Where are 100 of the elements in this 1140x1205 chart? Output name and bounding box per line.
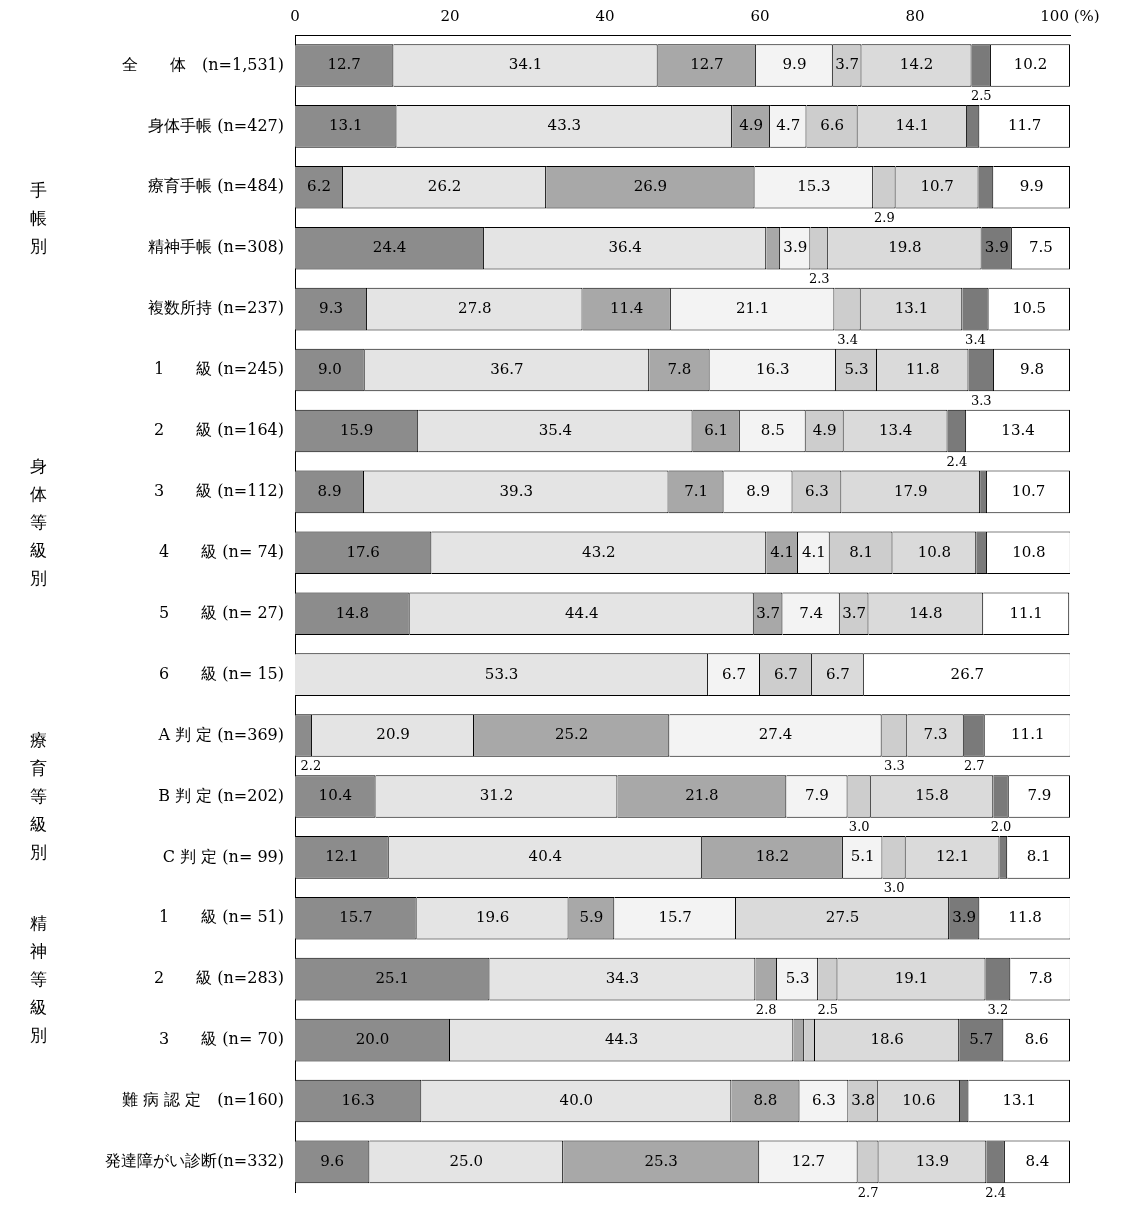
data-label: 6.7 bbox=[825, 664, 850, 683]
data-label: 3.9 bbox=[984, 238, 1009, 257]
text: 精神等級別 bbox=[29, 912, 51, 1048]
data-label: 20.9 bbox=[376, 725, 410, 744]
data-label: 3.7 bbox=[835, 55, 860, 74]
data-label: 2.2 bbox=[300, 758, 322, 774]
data-label: 34.1 bbox=[508, 55, 543, 74]
data-label: 44.4 bbox=[565, 603, 599, 622]
data-label: 6.3 bbox=[805, 481, 829, 500]
data-label: 11.8 bbox=[1008, 908, 1042, 927]
y-tick-label: 難 病 認 定 (n=160) bbox=[122, 1090, 284, 1110]
data-label: 2.4 bbox=[985, 1184, 1006, 1200]
y-tick-label: 精神手帳 (n=308) bbox=[148, 237, 284, 257]
data-label: 13.1 bbox=[329, 116, 363, 135]
data-label: 12.1 bbox=[325, 847, 359, 866]
data-label: 4.9 bbox=[739, 116, 764, 135]
data-label: 5.3 bbox=[785, 969, 810, 988]
data-label: 12.7 bbox=[791, 1151, 826, 1170]
data-label: 9.3 bbox=[319, 299, 343, 318]
data-label: 13.1 bbox=[1002, 1090, 1036, 1109]
data-label: 14.8 bbox=[909, 603, 943, 622]
y-tick-label: 療育手帳 (n=484) bbox=[148, 176, 284, 196]
y-tick-label: 複数所持 (n=237) bbox=[148, 298, 284, 318]
text: 療育等級別 bbox=[29, 729, 51, 865]
data-label: 8.8 bbox=[753, 1090, 778, 1109]
data-label: 44.3 bbox=[604, 1030, 639, 1048]
data-label: 3.0 bbox=[883, 880, 905, 896]
data-label: 8.4 bbox=[1025, 1151, 1050, 1170]
data-label: 35.4 bbox=[538, 420, 573, 439]
x-tick-label: 60 bbox=[750, 6, 770, 25]
data-label: 7.5 bbox=[1029, 238, 1053, 257]
data-label: 3.2 bbox=[987, 1001, 1009, 1017]
data-label: 8.6 bbox=[1024, 1030, 1049, 1048]
data-label: 13.4 bbox=[878, 420, 913, 439]
y-tick-label: 2 級 (n=164) bbox=[154, 420, 284, 440]
x-tick-label: 100 (%) bbox=[1040, 6, 1100, 25]
y-tick-label: 発達障がい診断(n=332) bbox=[105, 1151, 284, 1171]
y-tick-label: 2 級 (n=283) bbox=[154, 968, 284, 988]
data-label: 7.8 bbox=[667, 359, 692, 378]
data-label: 3.3 bbox=[884, 758, 905, 774]
data-label: 40.0 bbox=[559, 1090, 594, 1109]
data-label: 11.8 bbox=[906, 359, 940, 378]
data-label: 8.9 bbox=[317, 481, 342, 500]
data-label: 7.4 bbox=[799, 603, 824, 622]
data-label: 10.6 bbox=[902, 1090, 936, 1109]
data-label: 18.2 bbox=[755, 847, 790, 866]
data-label: 25.2 bbox=[554, 725, 589, 744]
y-tick-label: 1 級 (n=245) bbox=[154, 359, 284, 379]
y-tick-label: C 判 定 (n= 99) bbox=[162, 846, 284, 866]
data-label: 11.7 bbox=[1007, 116, 1042, 135]
data-label: 6.2 bbox=[307, 177, 331, 196]
data-label: 53.3 bbox=[484, 664, 519, 683]
data-label: 39.3 bbox=[499, 481, 533, 500]
y-tick-label: 1 級 (n= 51) bbox=[159, 907, 284, 927]
data-label: 13.1 bbox=[894, 299, 929, 318]
data-label: 6.7 bbox=[722, 664, 746, 683]
data-label: 8.5 bbox=[760, 420, 785, 439]
data-label: 3.0 bbox=[848, 819, 870, 835]
data-label: 8.1 bbox=[1026, 847, 1051, 866]
data-label: 2.5 bbox=[970, 88, 992, 104]
data-label: 26.7 bbox=[950, 664, 985, 683]
x-tick-label: 80 bbox=[905, 6, 925, 25]
data-label: 5.3 bbox=[844, 359, 869, 378]
data-label: 4.9 bbox=[812, 420, 837, 439]
data-label: 13.9 bbox=[915, 1151, 950, 1170]
data-label: 7.9 bbox=[805, 786, 829, 805]
data-label: 16.3 bbox=[756, 359, 790, 378]
data-label: 12.7 bbox=[327, 55, 361, 74]
data-label: 12.7 bbox=[690, 55, 724, 74]
data-label: 8.9 bbox=[746, 481, 770, 500]
data-label: 15.9 bbox=[339, 420, 374, 439]
data-label: 11.4 bbox=[610, 299, 644, 318]
data-label: 2.5 bbox=[817, 1001, 839, 1017]
text: 身体等級別 bbox=[29, 455, 51, 591]
data-label: 4.1 bbox=[801, 542, 826, 561]
data-label: 14.2 bbox=[899, 55, 934, 74]
data-label: 25.1 bbox=[375, 969, 409, 988]
data-label: 9.9 bbox=[1019, 177, 1044, 196]
data-label: 3.7 bbox=[842, 603, 867, 622]
data-label: 25.0 bbox=[449, 1151, 483, 1170]
data-label: 24.4 bbox=[372, 238, 407, 257]
data-label: 31.2 bbox=[479, 786, 514, 805]
data-label: 11.1 bbox=[1011, 725, 1045, 744]
data-label: 14.8 bbox=[335, 603, 370, 622]
data-label: 7.8 bbox=[1028, 969, 1053, 988]
data-label: 6.6 bbox=[820, 116, 844, 135]
data-label: 3.4 bbox=[965, 331, 986, 347]
data-label: 27.5 bbox=[825, 908, 860, 927]
y-tick-label: 3 級 (n=112) bbox=[154, 481, 284, 501]
y-tick-label: B 判 定 (n=202) bbox=[158, 785, 284, 805]
data-label: 6.7 bbox=[774, 664, 798, 683]
data-label: 3.8 bbox=[851, 1090, 875, 1109]
data-label: 11.1 bbox=[1009, 603, 1043, 622]
data-label: 3.4 bbox=[837, 331, 858, 347]
data-label: 5.1 bbox=[850, 847, 875, 866]
y-tick-label: 4 級 (n= 74) bbox=[159, 541, 284, 561]
data-label: 36.7 bbox=[490, 359, 524, 378]
text: 手帳別 bbox=[29, 178, 51, 258]
data-label: 43.2 bbox=[582, 542, 616, 561]
y-tick-label: 身体手帳 (n=427) bbox=[148, 115, 284, 135]
